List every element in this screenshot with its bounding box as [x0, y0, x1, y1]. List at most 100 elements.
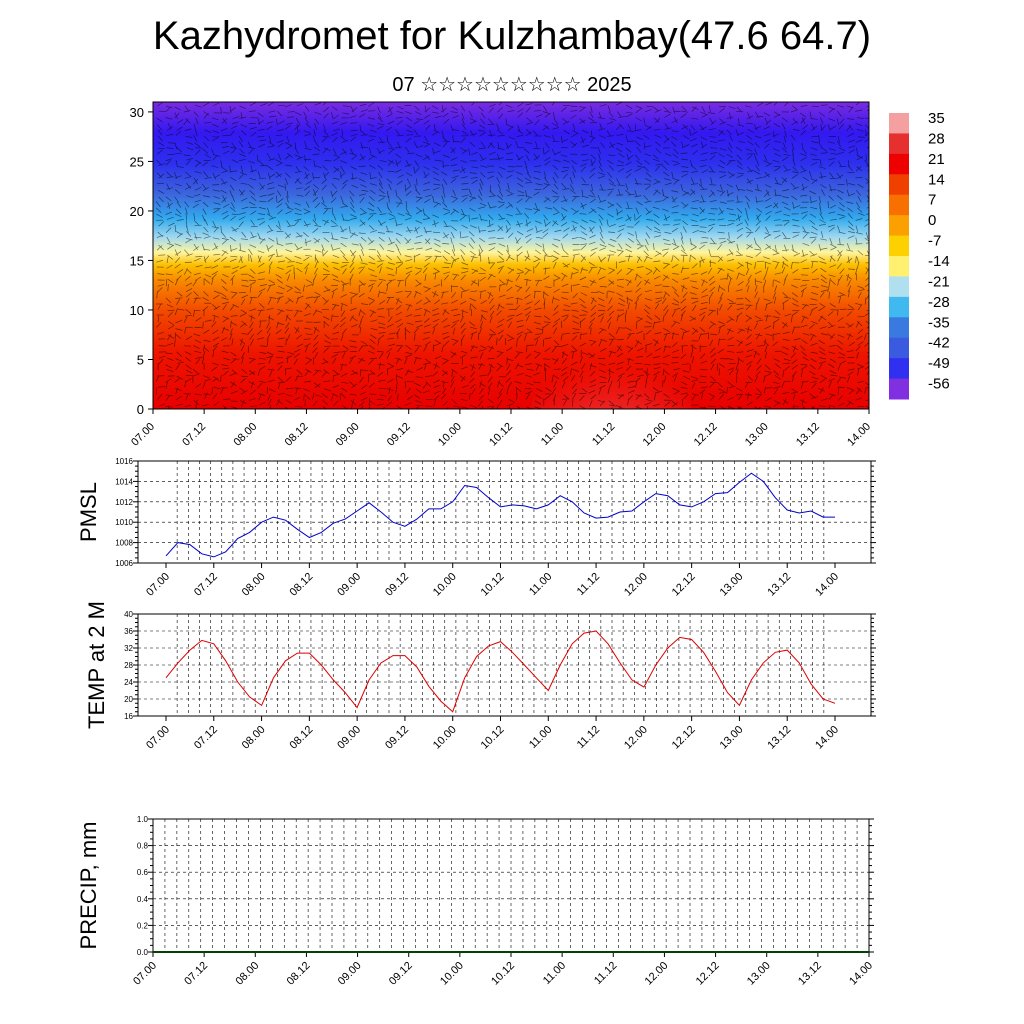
wind-barb: [303, 313, 311, 317]
wind-barb: [819, 357, 827, 360]
wind-barb: [855, 321, 860, 328]
wind-barb: [811, 321, 818, 325]
wind-barb: [416, 145, 424, 149]
wind-barb: [517, 413, 524, 415]
wind-barb: [192, 280, 198, 287]
wind-barb: [617, 168, 625, 173]
wind-barb: [708, 223, 716, 227]
wind-barb: [333, 166, 340, 172]
wind-barb: [726, 222, 734, 226]
wind-barb: [489, 328, 496, 334]
wind-barb: [809, 364, 816, 370]
wind-barb: [792, 159, 796, 167]
wind-barb: [763, 386, 766, 394]
wind-barb: [828, 195, 834, 201]
wind-barb: [756, 319, 764, 322]
wind-barb: [185, 393, 189, 401]
wind-barb: [323, 321, 330, 327]
wind-barb: [524, 363, 532, 366]
wind-barb: [606, 130, 611, 137]
wind-barb: [581, 189, 584, 197]
wind-barb: [498, 255, 505, 261]
wind-barb: [700, 126, 707, 131]
wind-barb: [653, 213, 660, 219]
wind-barb: [554, 229, 562, 232]
wind-barb: [810, 200, 818, 204]
wind-barb: [388, 343, 396, 347]
wind-barb: [561, 182, 567, 189]
wind-barb: [561, 297, 569, 300]
wind-barb: [434, 249, 442, 253]
wind-barb: [184, 249, 190, 256]
wind-barb: [315, 394, 323, 398]
wind-barb: [664, 375, 667, 383]
wind-barb: [827, 224, 835, 228]
wind-barb: [212, 336, 220, 341]
wind-barb: [378, 326, 386, 329]
wind-barb: [443, 118, 450, 125]
wind-barb: [213, 195, 221, 199]
wind-barb: [370, 183, 377, 186]
wind-barb: [618, 243, 623, 250]
wind-barb: [195, 117, 199, 125]
wind-barb: [672, 387, 679, 392]
wind-barb: [286, 190, 289, 198]
wind-barb: [460, 213, 468, 217]
wind-barb: [269, 115, 277, 118]
wind-barb: [460, 350, 468, 354]
wind-barb: [395, 160, 402, 166]
wind-barb: [440, 393, 447, 400]
wind-barb: [441, 345, 444, 353]
wind-barb: [434, 355, 442, 360]
wind-barb: [489, 142, 495, 149]
wind-barb: [857, 285, 864, 289]
wind-barb: [847, 256, 850, 264]
wind-barb: [211, 265, 219, 269]
wind-barb: [542, 125, 549, 131]
wind-barb: [212, 220, 217, 228]
wind-barb: [321, 393, 328, 398]
wind-barb: [516, 331, 524, 336]
wind-barb: [166, 264, 173, 269]
wind-barb: [176, 219, 184, 221]
wind-barb: [736, 234, 743, 239]
wind-barb: [405, 351, 413, 355]
wind-barb: [175, 251, 182, 256]
wind-barb: [764, 364, 771, 370]
wind-barb: [397, 196, 403, 202]
wind-barb: [745, 354, 753, 358]
wind-barb: [204, 278, 211, 284]
wind-barb: [211, 117, 219, 121]
wind-barb: [627, 390, 635, 394]
wind-barb: [303, 256, 310, 262]
wind-barb: [599, 231, 604, 239]
wind-barb: [562, 332, 570, 335]
wind-barb: [241, 375, 249, 377]
wind-barb: [275, 134, 283, 137]
wind-barb: [453, 274, 458, 281]
wind-barb: [855, 255, 857, 264]
wind-barb: [644, 393, 650, 399]
wind-barb: [295, 327, 300, 334]
wind-barb: [606, 316, 612, 323]
wind-barb: [837, 278, 840, 286]
wind-barb: [618, 381, 621, 389]
wind-barb: [388, 279, 396, 282]
wind-barb: [368, 350, 375, 354]
wind-barb: [195, 399, 198, 407]
wind-barb: [267, 379, 275, 383]
wind-barb: [413, 291, 418, 298]
wind-barb: [837, 317, 844, 322]
y-tick-label: 16: [124, 712, 133, 721]
wind-barb: [617, 394, 625, 397]
wind-barb: [637, 165, 644, 168]
wind-barb: [258, 213, 266, 215]
wind-barb: [222, 273, 229, 278]
wind-barb: [536, 411, 543, 413]
wind-barb: [636, 330, 644, 335]
wind-barb: [553, 327, 558, 334]
wind-barb: [809, 213, 817, 218]
wind-barb: [755, 177, 763, 180]
wind-barb: [203, 142, 209, 149]
wind-barb: [295, 309, 303, 312]
